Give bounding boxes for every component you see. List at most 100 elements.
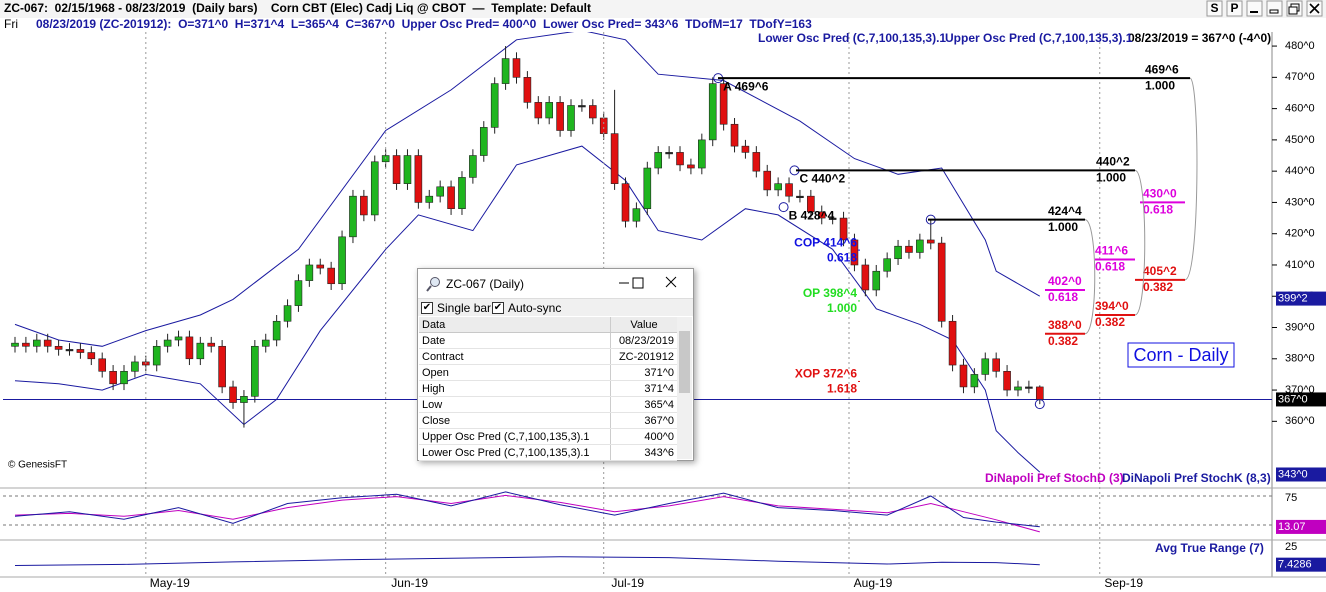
row-label: Lower Osc Pred (C,7,100,135,3).1 bbox=[419, 444, 611, 461]
candle-body bbox=[948, 320, 957, 366]
candle-body bbox=[828, 217, 837, 220]
data-table: Data Value Date 08/23/2019 Contract ZC-2019… bbox=[419, 317, 677, 461]
candle-body bbox=[360, 195, 368, 216]
candle-body bbox=[109, 370, 117, 385]
candle-body bbox=[436, 186, 444, 197]
candle-body bbox=[174, 336, 183, 341]
y-tick-label: 440^0 bbox=[1285, 165, 1315, 177]
candle-body bbox=[65, 349, 74, 352]
table-row: Date 08/23/2019 bbox=[419, 332, 677, 349]
candle-body bbox=[599, 117, 608, 134]
row-label: Date bbox=[419, 332, 611, 349]
legend-entry: Avg True Range (7) bbox=[1155, 541, 1264, 555]
candle-body bbox=[447, 186, 455, 209]
x-tick-label: Jul-19 bbox=[611, 576, 644, 590]
candle-body bbox=[316, 264, 325, 269]
row-label: Contract bbox=[419, 348, 611, 365]
scrollbar[interactable] bbox=[677, 317, 692, 459]
button[interactable] bbox=[1226, 0, 1243, 17]
last-value-label: 08/23/2019 = 367^0 (-4^0) bbox=[1128, 31, 1271, 45]
close-button[interactable] bbox=[664, 273, 704, 293]
candle-body bbox=[1014, 386, 1022, 391]
checkbox-box[interactable]: ✔ bbox=[492, 302, 504, 314]
candle-body bbox=[240, 396, 248, 403]
candle-body bbox=[730, 123, 739, 147]
candle-body bbox=[926, 239, 935, 244]
candle-body bbox=[403, 155, 412, 184]
scroll-thumb[interactable] bbox=[679, 331, 690, 393]
candle-body bbox=[152, 345, 161, 366]
icon bbox=[1269, 9, 1279, 14]
row-value: 371^0 bbox=[610, 364, 677, 381]
checkbox[interactable]: ✔ Single bar bbox=[421, 301, 491, 315]
candle-body bbox=[850, 239, 859, 266]
candle-body bbox=[621, 183, 630, 222]
candle-body bbox=[817, 211, 826, 219]
button-label[interactable]: P bbox=[1230, 1, 1238, 15]
pivot-marker bbox=[778, 202, 789, 213]
projection-label: 411^6 bbox=[1095, 244, 1128, 258]
candle-body bbox=[425, 195, 434, 203]
button-label[interactable]: S bbox=[1210, 1, 1218, 15]
pivot-marker bbox=[1034, 399, 1045, 410]
value-tag bbox=[1276, 557, 1326, 572]
row-value: 343^6 bbox=[610, 444, 677, 461]
maximize-button[interactable] bbox=[632, 273, 672, 293]
candle-body bbox=[763, 170, 772, 191]
row-label: High bbox=[419, 380, 611, 397]
candle-body bbox=[414, 155, 423, 203]
x-tick-label: May-19 bbox=[150, 576, 190, 590]
window-title: ZC-067: 02/15/1968 - 08/23/2019 (Daily b… bbox=[4, 1, 591, 15]
minimize-button[interactable] bbox=[604, 273, 644, 293]
table-row: Low 365^4 bbox=[419, 396, 677, 413]
candle-body bbox=[1035, 386, 1044, 400]
legend-entry: Upper Osc Pred (C,7,100,135,3).1 bbox=[945, 31, 1133, 45]
checkbox-box[interactable]: ✔ bbox=[421, 302, 433, 314]
pivot-label: C 440^2 bbox=[799, 172, 845, 186]
icon bbox=[1288, 6, 1298, 15]
candle-body bbox=[98, 358, 107, 372]
price-tag-label: 399^2 bbox=[1278, 292, 1308, 304]
minimize-window-button[interactable] bbox=[1266, 0, 1283, 17]
icon bbox=[1309, 3, 1320, 14]
objective-label: OP 398^4 bbox=[803, 286, 857, 300]
data-window-title: ZC-067 (Daily) bbox=[446, 277, 525, 291]
row-value: 08/23/2019 bbox=[610, 332, 677, 349]
candle-body bbox=[218, 345, 226, 388]
header-cell: Data bbox=[419, 317, 611, 333]
candle-body bbox=[883, 258, 891, 272]
y-tick-label: 380^0 bbox=[1285, 353, 1315, 365]
minimize-button[interactable] bbox=[1246, 0, 1263, 17]
projection-label: 424^4 bbox=[1048, 204, 1082, 218]
chart-title: Corn - Daily bbox=[1133, 345, 1228, 365]
legend-entry: DiNapoli Pref StochD (3) bbox=[985, 471, 1124, 485]
legend-entry: DiNapoli Pref StochK (8,3) bbox=[1122, 471, 1271, 485]
objective-ratio: 1.618 bbox=[827, 382, 857, 396]
candle-body bbox=[719, 83, 728, 125]
candle-body bbox=[305, 264, 314, 281]
checkbox[interactable]: ✔ Auto-sync bbox=[492, 301, 561, 315]
projection-label: 469^6 bbox=[1145, 62, 1179, 76]
row-label: Open bbox=[419, 364, 611, 381]
x-tick-label: Aug-19 bbox=[854, 576, 893, 590]
candle-body bbox=[937, 242, 946, 322]
pivot-label: A 469^6 bbox=[723, 79, 769, 93]
candle-body bbox=[676, 152, 684, 166]
candle-body bbox=[490, 83, 499, 128]
candle-body bbox=[251, 345, 259, 397]
candle-body bbox=[327, 267, 335, 285]
value-tag-label: 13.07 bbox=[1278, 521, 1306, 533]
candle-body bbox=[458, 177, 466, 209]
candle-body bbox=[807, 195, 815, 213]
candle-body bbox=[992, 358, 1000, 372]
y-tick-label: 430^0 bbox=[1285, 196, 1315, 208]
candle-body bbox=[567, 105, 575, 131]
candle-body bbox=[905, 245, 913, 253]
y-tick-label: 25 bbox=[1285, 541, 1297, 553]
y-tick-label: 75 bbox=[1285, 492, 1297, 504]
table-header: Data Value bbox=[419, 317, 677, 333]
button[interactable] bbox=[1206, 0, 1223, 17]
projection-ratio: 1.000 bbox=[1096, 171, 1126, 185]
